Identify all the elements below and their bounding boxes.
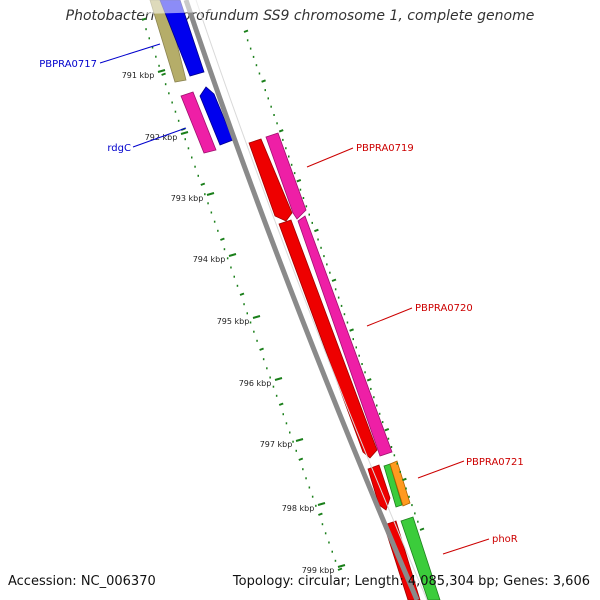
major-tick xyxy=(141,17,147,21)
major-tick xyxy=(402,477,407,482)
kbp-major-tick xyxy=(274,377,283,381)
major-tick xyxy=(261,79,266,83)
cog-feature-pink-rdgc[interactable] xyxy=(180,91,217,154)
major-tick xyxy=(259,347,264,351)
major-tick xyxy=(366,378,372,382)
accession-text: Accession: NC_006370 xyxy=(8,574,156,589)
major-tick xyxy=(337,567,343,571)
major-tick xyxy=(278,402,284,406)
major-tick xyxy=(200,182,206,186)
leader-phor xyxy=(442,538,490,555)
major-tick xyxy=(314,228,319,233)
kbp-major-tick xyxy=(295,438,304,442)
label-pbpra0717[interactable]: PBPRA0717 xyxy=(39,59,97,70)
kbp-tick-label: 792 kbp xyxy=(145,133,178,142)
topology-summary: Topology: circular; Length: 4,085,304 bp… xyxy=(232,574,590,589)
kbp-major-tick xyxy=(228,253,237,257)
leader-pbpra0719 xyxy=(306,147,354,168)
major-tick xyxy=(161,72,166,76)
label-rdgc[interactable]: rdgC xyxy=(107,143,131,154)
outer-tick-track xyxy=(243,29,425,531)
leader-rdgc xyxy=(132,127,187,148)
gene-arrow-rdgc[interactable] xyxy=(199,86,234,146)
major-tick xyxy=(220,237,225,241)
kbp-tick-label: 794 kbp xyxy=(193,255,226,264)
cog-feature-green-pbpra0721[interactable] xyxy=(383,463,403,508)
kbp-major-tick xyxy=(337,564,346,568)
major-tick xyxy=(349,328,354,332)
kbp-major-tick xyxy=(180,131,189,135)
tick-tracks xyxy=(141,17,425,571)
leader-pbpra0717 xyxy=(99,43,161,64)
kbp-labels: 791 kbp 792 kbp 793 kbp 794 kbp 795 kbp 796 k… xyxy=(122,69,346,575)
gene-arrow-pbpra0720[interactable] xyxy=(278,219,378,459)
backbone-highlight xyxy=(195,0,428,600)
kbp-tick-label: 793 kbp xyxy=(171,194,204,203)
kbp-major-tick xyxy=(157,69,166,73)
kbp-major-tick xyxy=(317,502,326,506)
major-tick xyxy=(384,427,390,432)
cog-feature-green-phor[interactable] xyxy=(400,516,441,600)
gene-arrow-pbpra0719[interactable] xyxy=(248,138,293,222)
label-pbpra0719[interactable]: PBPRA0719 xyxy=(356,143,414,154)
label-pbpra0720[interactable]: PBPRA0720 xyxy=(415,303,473,314)
cog-feature-pink-pbpra0720[interactable] xyxy=(297,215,393,457)
gene-arrow-pbpra0717[interactable] xyxy=(159,0,205,77)
major-tick xyxy=(278,129,284,133)
kbp-tick-label: 791 kbp xyxy=(122,71,155,80)
kbp-major-tick xyxy=(252,315,261,319)
label-pbpra0721[interactable]: PBPRA0721 xyxy=(466,457,524,468)
kbp-tick-label: 799 kbp xyxy=(302,566,335,575)
cog-feature-olive[interactable] xyxy=(149,0,187,83)
leader-pbpra0721 xyxy=(417,460,465,479)
major-tick xyxy=(419,527,425,531)
major-tick xyxy=(318,512,323,516)
glare-highlight xyxy=(140,0,215,14)
cog-feature-orange-pbpra0721[interactable] xyxy=(389,460,411,507)
major-tick xyxy=(331,278,337,282)
kbp-major-tick xyxy=(206,192,215,196)
genome-backbone xyxy=(183,0,420,600)
major-tick xyxy=(239,292,245,296)
cog-feature-pink-pbpra0719[interactable] xyxy=(265,132,307,220)
label-phor[interactable]: phoR xyxy=(492,534,518,545)
kbp-tick-label: 795 kbp xyxy=(217,317,250,326)
kbp-tick-label: 796 kbp xyxy=(239,379,272,388)
major-tick xyxy=(296,178,302,183)
leader-pbpra0720 xyxy=(366,307,413,327)
kbp-tick-label: 798 kbp xyxy=(282,504,315,513)
major-tick xyxy=(243,29,249,33)
kbp-tick-label: 797 kbp xyxy=(260,440,293,449)
major-tick xyxy=(298,457,304,461)
label-leaders xyxy=(99,43,490,555)
